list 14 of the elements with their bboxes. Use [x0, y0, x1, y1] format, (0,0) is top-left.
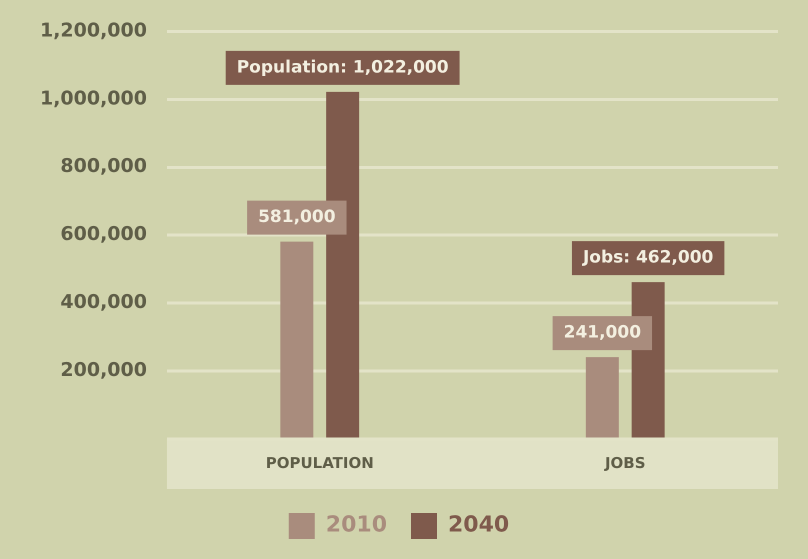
legend-label: 2040 — [448, 512, 510, 538]
x-tick-label: POPULATION — [266, 454, 374, 472]
y-tick-label: 200,000 — [60, 359, 147, 382]
y-tick-label: 400,000 — [60, 291, 147, 314]
data-label: 581,000 — [258, 207, 336, 228]
data-label: Jobs: 462,000 — [582, 247, 714, 268]
data-label: Population: 1,022,000 — [236, 57, 449, 78]
y-tick-label: 800,000 — [60, 155, 147, 178]
legend-label: 2010 — [326, 512, 388, 538]
x-tick-label: JOBS — [604, 454, 646, 472]
y-tick-label: 1,200,000 — [40, 19, 147, 42]
data-label: 241,000 — [564, 322, 642, 343]
y-tick-label: 600,000 — [60, 223, 147, 246]
y-tick-label: 1,000,000 — [40, 87, 147, 110]
